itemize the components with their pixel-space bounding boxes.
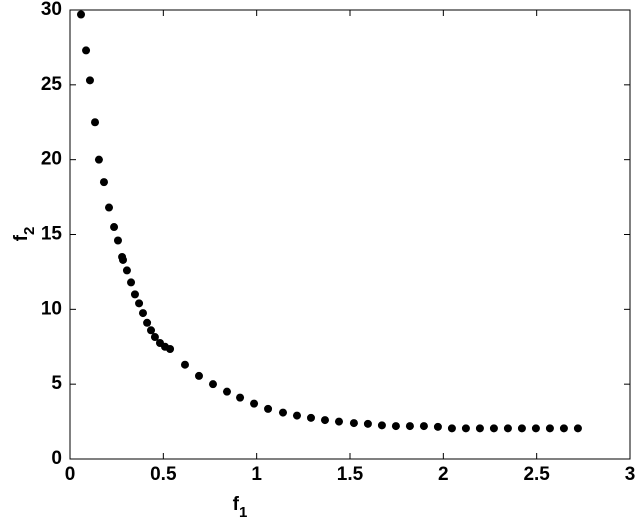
- point: [320, 416, 329, 425]
- x-tick-label: 0.5: [150, 464, 177, 485]
- point: [433, 422, 442, 431]
- point: [122, 266, 131, 275]
- point: [150, 333, 159, 342]
- point: [363, 419, 372, 428]
- point: [77, 10, 86, 19]
- y-tick-label: 15: [41, 224, 63, 245]
- y-tick-label: 25: [41, 74, 63, 95]
- point: [236, 393, 245, 402]
- x-tick-label: 0: [65, 464, 76, 485]
- point: [292, 411, 301, 420]
- point: [489, 424, 498, 433]
- point: [85, 76, 94, 85]
- point: [405, 422, 414, 431]
- point: [135, 299, 144, 308]
- y-axis-label: f2: [11, 227, 38, 242]
- x-tick-label: 2: [438, 464, 449, 485]
- point: [222, 387, 231, 396]
- point: [559, 424, 568, 433]
- point: [334, 417, 343, 426]
- point: [143, 318, 152, 327]
- point: [91, 118, 100, 127]
- point: [110, 223, 119, 232]
- point: [180, 360, 189, 369]
- point: [461, 424, 470, 433]
- x-tick-label: 2.5: [523, 464, 550, 485]
- x-tick-label: 1: [251, 464, 262, 485]
- y-tick-label: 20: [41, 149, 62, 170]
- point: [447, 424, 456, 433]
- point: [113, 236, 122, 245]
- y-tick-label: 10: [41, 298, 62, 319]
- point: [349, 419, 358, 428]
- x-tick-label: 3: [625, 464, 636, 485]
- point: [99, 178, 108, 187]
- point: [250, 399, 259, 408]
- point: [130, 290, 139, 299]
- point: [573, 424, 582, 433]
- y-tick-label: 0: [51, 448, 62, 469]
- point: [475, 424, 484, 433]
- y-tick-label: 30: [41, 0, 62, 20]
- x-tick-label: 1.5: [337, 464, 364, 485]
- point: [138, 309, 147, 318]
- point: [127, 278, 136, 287]
- point: [94, 155, 103, 164]
- x-axis-label: f1: [233, 494, 248, 521]
- y-tick-label: 5: [51, 373, 62, 394]
- point: [419, 422, 428, 431]
- point: [194, 371, 203, 380]
- point: [264, 404, 273, 413]
- point: [278, 408, 287, 417]
- plot-frame: [69, 9, 631, 460]
- point: [391, 422, 400, 431]
- point: [377, 421, 386, 430]
- point: [166, 344, 175, 353]
- point: [517, 424, 526, 433]
- point: [531, 424, 540, 433]
- point: [82, 46, 91, 55]
- point: [545, 424, 554, 433]
- point: [119, 255, 128, 264]
- point: [503, 424, 512, 433]
- point: [147, 326, 156, 335]
- point: [105, 203, 114, 212]
- point: [306, 413, 315, 422]
- point: [208, 380, 217, 389]
